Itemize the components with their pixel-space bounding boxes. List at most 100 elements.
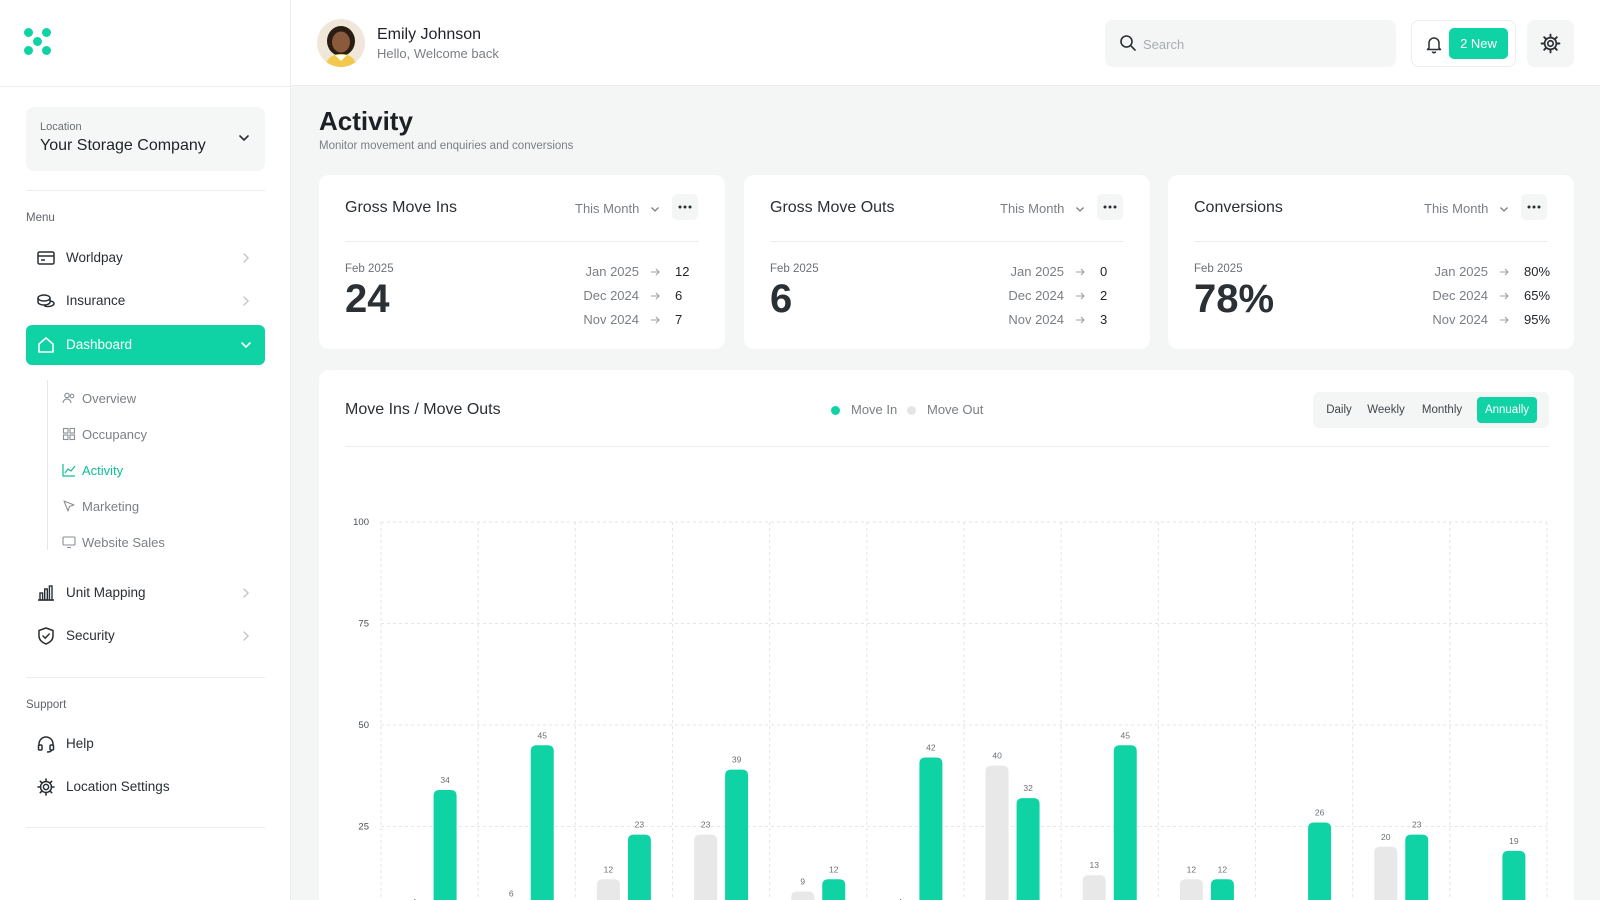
bar-move-in — [433, 789, 457, 900]
bar-move-in — [627, 834, 651, 900]
history-month: Jan 2025 — [1010, 264, 1065, 279]
ellipsis-icon — [1527, 205, 1541, 209]
sidebar-subitem-label: Marketing — [82, 499, 140, 514]
sidebar-item-label: Unit Mapping — [66, 585, 146, 600]
history-value: 6 — [675, 288, 683, 303]
history-value: 65% — [1524, 288, 1551, 303]
sidebar-item-unit-mapping[interactable]: Unit Mapping — [26, 573, 265, 613]
sidebar-item-label: Insurance — [66, 293, 126, 308]
data-label-move-in: 19 — [1509, 836, 1519, 846]
history-row: Jan 2025 12 — [539, 264, 699, 284]
avatar-image — [317, 19, 365, 67]
data-label-move-in: 26 — [1315, 807, 1325, 817]
sidebar-item-label: Worldpay — [66, 250, 123, 265]
arrow-right-icon — [1076, 292, 1085, 300]
arrow-right-icon — [1076, 316, 1085, 324]
y-tick-label: 25 — [358, 822, 369, 833]
arrow-right-icon — [1500, 292, 1509, 300]
legend-label: Move Out — [927, 402, 984, 417]
history-row: Nov 2024 3 — [964, 312, 1124, 332]
location-selector[interactable]: Location Your Storage Company — [26, 107, 265, 171]
chevron-right-icon — [243, 253, 250, 263]
bar-move-out — [1082, 875, 1106, 900]
divider — [770, 241, 1124, 242]
monitor-icon — [62, 536, 76, 549]
sidebar-item-location-settings[interactable]: Location Settings — [26, 767, 265, 807]
history-month: Dec 2024 — [583, 288, 639, 303]
stat-card-conversions: Conversions This Month Feb 2025 78% Jan … — [1168, 175, 1574, 349]
shield-icon — [38, 627, 54, 645]
home-icon — [38, 337, 54, 353]
settings-button[interactable] — [1527, 20, 1574, 67]
sidebar-item-label: Help — [66, 736, 94, 751]
coins-icon — [37, 294, 55, 308]
period-dropdown[interactable]: This Month — [1424, 201, 1489, 216]
bell-icon — [1426, 37, 1442, 54]
bar-move-in — [1016, 798, 1040, 900]
line-chart-icon — [62, 464, 76, 477]
gear-icon — [1540, 33, 1561, 54]
range-weekly-button[interactable]: Weekly — [1367, 404, 1405, 416]
chevron-down-icon — [1076, 207, 1084, 212]
notification-badge[interactable]: 2 New — [1449, 28, 1508, 59]
stat-card-move-ins: Gross Move Ins This Month Feb 2025 24 Ja… — [319, 175, 725, 349]
avatar[interactable] — [317, 19, 365, 67]
range-selector: Daily Weekly Monthly Annually — [1313, 392, 1549, 428]
page-subtitle: Monitor movement and enquiries and conve… — [319, 140, 574, 152]
sidebar-subitem-label: Website Sales — [82, 535, 165, 550]
history-value: 7 — [675, 312, 683, 327]
sidebar-item-help[interactable]: Help — [26, 724, 265, 764]
search-input[interactable] — [1143, 33, 1383, 55]
history-value: 0 — [1100, 264, 1108, 279]
range-monthly-button[interactable]: Monthly — [1421, 404, 1463, 416]
current-value: 6 — [770, 277, 793, 321]
location-label: Location — [40, 121, 82, 133]
more-options-button[interactable] — [1521, 194, 1547, 220]
arrow-right-icon — [651, 268, 660, 276]
sidebar-item-label: Location Settings — [66, 779, 170, 794]
legend-dot — [907, 406, 916, 415]
legend-dot — [831, 406, 840, 415]
more-options-button[interactable] — [672, 194, 698, 220]
history-month: Nov 2024 — [583, 312, 639, 327]
bar-move-out — [791, 891, 815, 900]
card-title: Gross Move Ins — [345, 199, 458, 216]
divider — [345, 241, 699, 242]
history-row: Dec 2024 2 — [964, 288, 1124, 308]
search-box[interactable] — [1105, 20, 1396, 67]
data-label-move-out: 9 — [800, 876, 805, 886]
sidebar-item-security[interactable]: Security — [26, 616, 265, 656]
divider — [26, 827, 265, 828]
divider — [26, 190, 265, 191]
sidebar-item-dashboard[interactable]: Dashboard — [26, 325, 265, 365]
range-annually-button[interactable]: Annually — [1477, 397, 1537, 423]
current-month: Feb 2025 — [345, 263, 394, 275]
bar-move-out — [985, 765, 1009, 900]
history-month: Dec 2024 — [1008, 288, 1064, 303]
chevron-down-icon — [241, 342, 251, 349]
bar-chart-icon — [38, 585, 54, 601]
current-value: 24 — [345, 277, 390, 321]
notifications-button[interactable]: 2 New — [1411, 20, 1516, 67]
period-dropdown[interactable]: This Month — [1000, 201, 1065, 216]
history-value: 95% — [1524, 312, 1551, 327]
menu-section-label: Menu — [26, 212, 55, 224]
users-icon — [62, 392, 75, 404]
bar-move-in — [725, 769, 749, 900]
more-options-button[interactable] — [1097, 194, 1123, 220]
chart-title: Move Ins / Move Outs — [345, 401, 501, 418]
history-month: Nov 2024 — [1432, 312, 1488, 327]
period-dropdown[interactable]: This Month — [575, 201, 640, 216]
stat-card-move-outs: Gross Move Outs This Month Feb 2025 6 Ja… — [744, 175, 1150, 349]
sidebar-item-insurance[interactable]: Insurance — [26, 281, 265, 321]
range-daily-button[interactable]: Daily — [1326, 404, 1352, 416]
ellipsis-icon — [678, 205, 692, 209]
current-value: 78% — [1194, 277, 1275, 321]
location-value: Your Storage Company — [40, 137, 206, 154]
sidebar-item-label: Dashboard — [66, 337, 133, 352]
welcome-text: Hello, Welcome back — [377, 46, 499, 61]
bar-move-in — [1113, 745, 1137, 900]
bar-move-out — [596, 879, 620, 900]
sidebar-item-worldpay[interactable]: Worldpay — [26, 238, 265, 278]
logo[interactable] — [24, 28, 56, 60]
